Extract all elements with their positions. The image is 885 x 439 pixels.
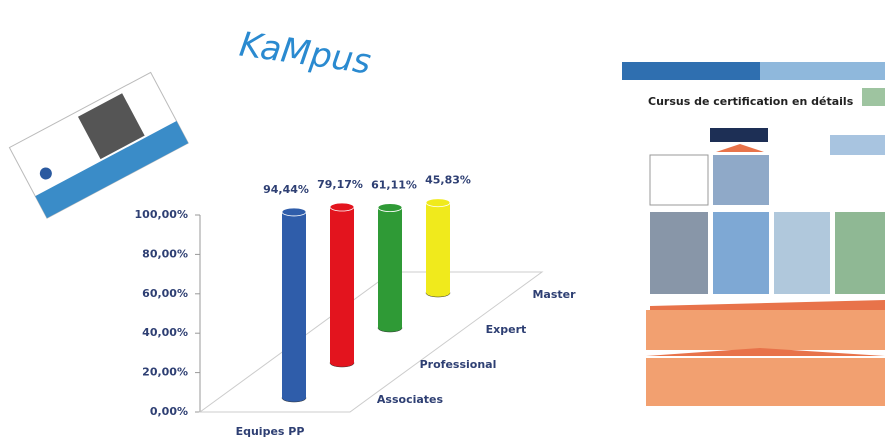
series-label: Professional: [420, 358, 497, 371]
value-label: 45,83%: [425, 174, 471, 187]
badge-image: [9, 72, 188, 218]
series-label: Associates: [377, 393, 444, 406]
bar: [426, 203, 450, 293]
value-label: 94,44%: [263, 183, 309, 196]
value-label: 79,17%: [317, 178, 363, 191]
series-label: Expert: [486, 323, 527, 336]
bar: [282, 212, 306, 398]
bar-top: [282, 208, 306, 216]
y-tick-label: 0,00%: [150, 405, 188, 418]
floor: [200, 272, 542, 412]
bar: [330, 207, 354, 363]
bar: [378, 208, 402, 328]
bar-top: [330, 203, 354, 211]
y-tick-label: 100,00%: [135, 208, 188, 221]
value-label: 61,11%: [371, 179, 417, 192]
y-tick-label: 20,00%: [142, 366, 188, 379]
y-tick-label: 40,00%: [142, 326, 188, 339]
y-tick-label: 80,00%: [142, 247, 188, 260]
chart: 0,00% 20,00% 40,00% 60,00% 80,00% 100,00% Equi…: [135, 174, 577, 438]
bar-top: [378, 204, 402, 212]
bar-top: [426, 199, 450, 207]
y-tick-label: 60,00%: [142, 287, 188, 300]
document-thumbnail: [622, 62, 885, 406]
series-label: Master: [532, 288, 576, 301]
slide: KaMpus Cursus de certification en détail…: [0, 0, 885, 439]
document-title: Cursus de certification en détails: [648, 95, 854, 108]
logo: KaMpus: [237, 25, 373, 83]
x-tick-label: Equipes PP: [236, 425, 305, 438]
